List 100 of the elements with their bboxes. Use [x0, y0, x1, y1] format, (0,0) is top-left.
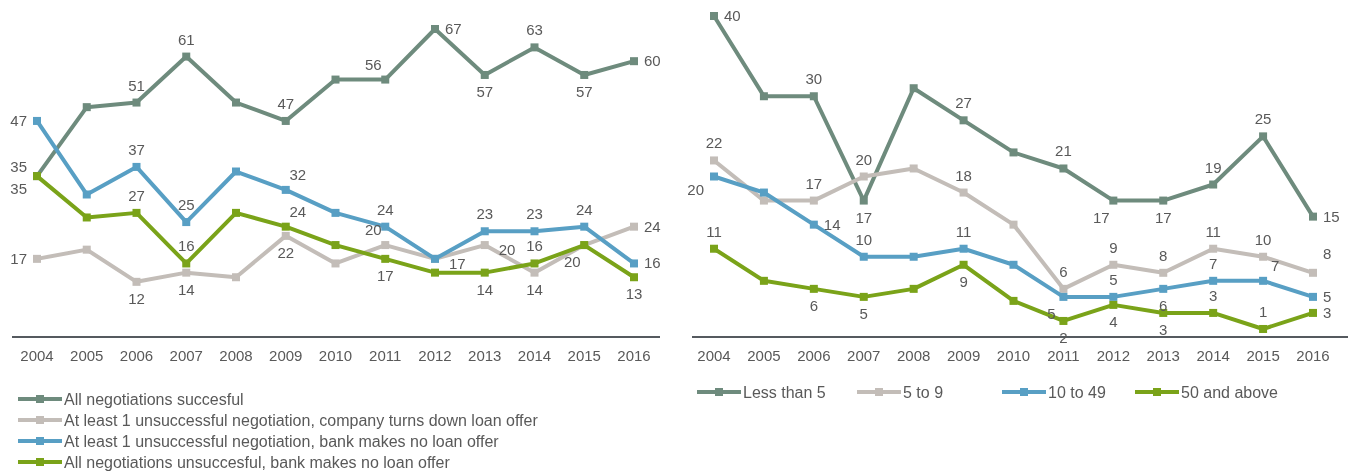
data-label: 63	[526, 21, 543, 39]
data-label: 32	[289, 165, 307, 183]
data-label: 19	[1204, 158, 1222, 176]
x-tick-label: 2011	[369, 347, 402, 364]
point	[809, 92, 818, 101]
point	[281, 231, 290, 240]
data-label: 27	[128, 186, 145, 204]
data-label: 15	[1323, 207, 1340, 225]
x-tick-label: 2012	[1096, 347, 1131, 364]
legend-label: At least 1 unsuccessful negotiation, bank makes no loan offer	[64, 433, 500, 450]
point	[132, 277, 141, 286]
data-label: 60	[644, 52, 661, 70]
point	[1059, 284, 1068, 293]
data-label: 24	[376, 200, 394, 218]
point	[759, 196, 768, 205]
x-tick-label: 2015	[1246, 347, 1280, 364]
legend-label: 50 and above	[1181, 384, 1279, 401]
data-label: 24	[575, 200, 593, 218]
point	[1009, 220, 1018, 229]
x-tick-label: 2013	[1146, 347, 1180, 364]
data-label: 14	[823, 215, 841, 233]
x-tick-label: 2010	[318, 347, 353, 364]
data-label: 13	[625, 285, 643, 303]
point	[1059, 164, 1068, 173]
point	[331, 208, 340, 217]
data-label: 61	[177, 30, 195, 48]
data-label: 22	[705, 134, 723, 152]
point	[132, 162, 141, 171]
point	[959, 116, 968, 125]
point	[331, 75, 340, 84]
x-tick-label: 2013	[468, 347, 502, 364]
point	[759, 276, 768, 285]
data-label: 17	[1154, 208, 1172, 226]
point	[1309, 212, 1317, 221]
point	[959, 188, 968, 197]
data-label: 3	[1208, 286, 1218, 304]
point	[82, 245, 91, 254]
point	[381, 75, 390, 84]
x-tick-label: 2014	[517, 347, 552, 364]
data-label: 6	[809, 296, 819, 314]
data-label: 8	[1159, 246, 1168, 264]
x-tick-label: 2007	[169, 347, 203, 364]
data-label: 17	[449, 254, 466, 272]
point	[232, 167, 240, 176]
point	[232, 208, 240, 217]
point	[1209, 276, 1218, 285]
x-tick-label: 2011	[1047, 347, 1080, 364]
data-label: 51	[128, 76, 145, 94]
legend-label: All negotiations succesful	[64, 391, 244, 408]
x-tick-label: 2008	[219, 347, 253, 364]
point	[381, 241, 390, 250]
legend-label: At least 1 unsuccessful negotiation, company turns down loan offer	[64, 412, 539, 429]
point	[909, 252, 918, 261]
point	[480, 70, 489, 79]
point	[1259, 132, 1268, 141]
legend-label: Less than 5	[743, 384, 826, 401]
point	[759, 188, 768, 197]
data-label: 35	[10, 158, 27, 176]
point	[182, 218, 191, 227]
legend-label: 5 to 9	[903, 384, 944, 401]
point	[630, 273, 638, 282]
x-tick-label: 2009	[269, 347, 303, 364]
point	[33, 116, 41, 125]
data-label: 14	[476, 280, 494, 298]
point	[1309, 292, 1317, 301]
point	[182, 52, 191, 61]
data-label: 12	[128, 289, 145, 307]
x-tick-label: 2005	[70, 347, 104, 364]
point	[232, 273, 240, 282]
data-label: 17	[1092, 208, 1110, 226]
point	[710, 12, 718, 20]
x-tick-label: 2009	[946, 347, 981, 364]
point	[710, 172, 718, 181]
data-label: 17	[805, 174, 823, 192]
point	[580, 222, 589, 231]
point	[1209, 308, 1218, 317]
point	[630, 259, 638, 268]
point	[909, 84, 918, 93]
point	[82, 103, 91, 112]
point	[331, 259, 340, 268]
data-label: 30	[805, 70, 823, 88]
x-tick-label: 2004	[20, 347, 54, 364]
point	[1209, 180, 1218, 189]
point	[530, 259, 539, 268]
data-label: 17	[10, 249, 27, 267]
data-label: 3	[1323, 303, 1332, 321]
point	[182, 259, 191, 268]
data-label: 20	[687, 180, 704, 198]
point	[809, 196, 818, 205]
point	[1159, 268, 1168, 277]
point	[1159, 284, 1168, 293]
point	[1259, 252, 1268, 261]
data-label: 27	[955, 94, 972, 112]
data-label: 8	[1323, 244, 1332, 262]
data-label: 40	[724, 7, 741, 24]
x-tick-label: 2004	[697, 347, 731, 364]
data-label: 7	[1270, 256, 1280, 274]
data-label: 35	[10, 180, 27, 198]
data-label: 24	[289, 202, 307, 220]
data-label: 20	[364, 221, 382, 239]
